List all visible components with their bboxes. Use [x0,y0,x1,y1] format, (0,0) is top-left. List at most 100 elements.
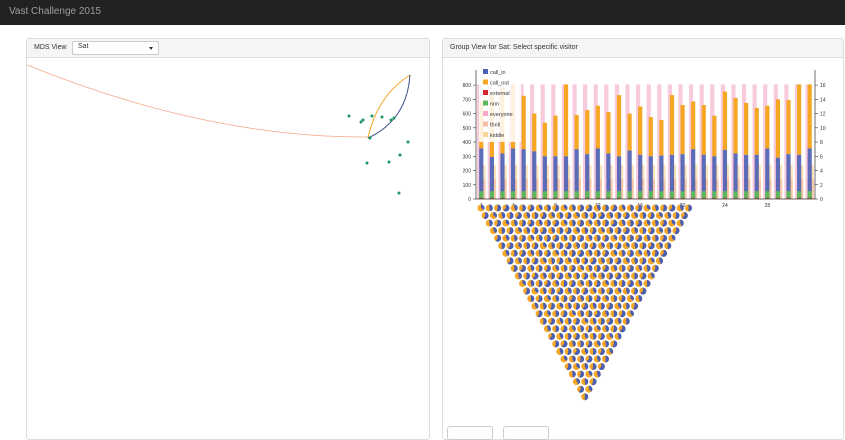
action-button-left[interactable] [447,426,493,440]
visitor-pair-pie[interactable] [581,363,589,371]
visitor-pair-pie[interactable] [622,227,630,235]
bar-call-out[interactable] [638,106,643,155]
visitor-pair-pie[interactable] [626,204,634,212]
visitor-pair-pie[interactable] [626,310,634,318]
visitor-pair-pie[interactable] [664,212,672,220]
visitor-pair-pie[interactable] [589,242,597,250]
bar-thrill[interactable] [566,179,571,199]
visitor-pair-pie[interactable] [651,264,659,272]
bar-non[interactable] [479,191,484,199]
bar-call-out[interactable] [712,115,717,157]
visitor-pair-pie[interactable] [581,227,589,235]
bar-everyone[interactable] [540,84,545,199]
visitor-pair-pie[interactable] [631,287,639,295]
bar-external[interactable] [500,197,505,199]
visitor-pair-pie[interactable] [531,257,539,265]
bar-external[interactable] [638,197,643,199]
app-title[interactable]: Vast Challenge 2015 [9,6,102,17]
bar-external[interactable] [489,197,494,199]
visitor-pair-pie[interactable] [519,234,526,242]
bar-call-in[interactable] [500,153,505,199]
bar-non[interactable] [532,191,537,199]
bar-call-in[interactable] [521,149,526,199]
bar-external[interactable] [595,197,600,199]
bar-non[interactable] [616,191,622,199]
visitor-pair-pie[interactable] [614,257,622,265]
visitor-pair-pie[interactable] [618,234,626,242]
visitor-pair-pie[interactable] [635,249,643,257]
visitor-pair-pie[interactable] [606,347,614,355]
visitor-pair-pie[interactable] [514,257,522,265]
visitor-pair-pie[interactable] [602,325,609,333]
visitor-pair-pie[interactable] [556,212,564,220]
visitor-pair-pie[interactable] [589,227,597,235]
visitor-pair-pie[interactable] [568,295,576,303]
visitor-pair-pie[interactable] [610,219,618,227]
visitor-pair-pie[interactable] [647,257,655,265]
visitor-pair-pie[interactable] [597,302,605,310]
visitor-pair-pie[interactable] [556,272,564,280]
visitor-pair-pie[interactable] [548,257,556,265]
visitor-pair-pie[interactable] [635,264,643,272]
visitor-pair-pie[interactable] [597,257,605,265]
visitor-pair-pie[interactable] [610,295,618,303]
visitor-pair-pie[interactable] [639,272,647,280]
visitor-pair-pie[interactable] [610,249,618,257]
bar-call-out[interactable] [648,117,653,157]
bar-thrill[interactable] [523,179,528,199]
visitor-pair-pie[interactable] [602,310,609,318]
visitor-pair-pie[interactable] [622,212,630,220]
bar-thrill[interactable] [640,179,645,199]
visitor-pair-pie[interactable] [668,219,676,227]
visitor-pair-pie[interactable] [494,234,502,242]
visitor-pair-pie[interactable] [577,370,585,378]
visitor-pair-pie[interactable] [589,257,597,265]
visitor-pair-pie[interactable] [523,257,531,265]
visitor-pair-pie[interactable] [560,204,568,212]
visitor-pair-pie[interactable] [527,204,535,212]
visitor-pair-pie[interactable] [635,204,643,212]
visitor-pair-pie[interactable] [552,204,560,212]
bar-thrill[interactable] [661,179,666,199]
visitor-pair-pie[interactable] [527,219,535,227]
visitor-pair-pie[interactable] [647,272,655,280]
visitor-pair-pie[interactable] [643,234,651,242]
mds-point[interactable] [387,160,391,164]
bar-external[interactable] [659,197,664,199]
visitor-pair-pie[interactable] [539,287,547,295]
visitor-pair-pie[interactable] [548,272,556,280]
visitor-pair-pie[interactable] [585,204,593,212]
visitor-pair-pie[interactable] [602,234,609,242]
mds-point[interactable] [397,191,401,195]
visitor-pair-pie[interactable] [614,317,622,325]
bar-non[interactable] [680,191,685,199]
bar-thrill[interactable] [491,179,497,199]
visitor-pair-pie[interactable] [560,355,568,363]
bar-non[interactable] [595,191,600,199]
bar-thrill[interactable] [597,179,603,199]
visitor-pair-pie[interactable] [502,234,510,242]
visitor-pair-pie[interactable] [585,385,593,393]
visitor-pair-pie[interactable] [560,325,568,333]
bar-call-in[interactable] [807,148,812,199]
visitor-pair-pie[interactable] [514,227,522,235]
visitor-pair-pie[interactable] [589,363,597,371]
bar-external[interactable] [744,197,749,199]
visitor-pair-pie[interactable] [631,227,639,235]
bar-call-in[interactable] [532,151,537,199]
visitor-pair-pie[interactable] [572,317,580,325]
visitor-pair-pie[interactable] [593,264,601,272]
visitor-pair-pie[interactable] [560,280,568,287]
visitor-pair-pie[interactable] [519,219,526,227]
visitor-pair-pie[interactable] [577,280,585,287]
bar-call-out[interactable] [521,95,526,150]
visitor-pair-pie[interactable] [519,249,526,257]
visitor-pair-pie[interactable] [655,212,663,220]
visitor-pair-pie[interactable] [581,347,589,355]
visitor-pair-pie[interactable] [506,257,514,265]
bar-call-out[interactable] [585,110,590,155]
visitor-pair-pie[interactable] [597,363,605,371]
bar-everyone[interactable] [519,84,524,199]
mds-point[interactable] [398,153,402,157]
visitor-pair-pie[interactable] [564,332,572,340]
